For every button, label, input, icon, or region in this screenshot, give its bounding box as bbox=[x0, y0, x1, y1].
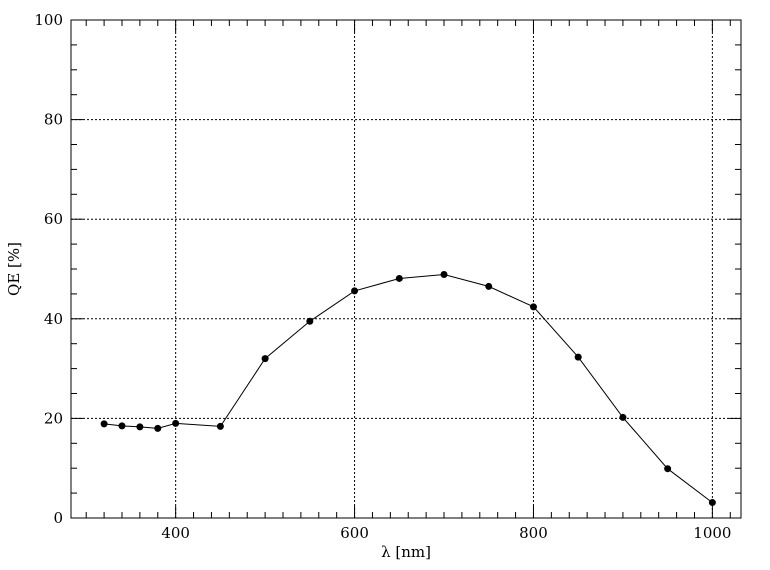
y-tick-label: 20 bbox=[44, 409, 63, 427]
x-tick-label: 1000 bbox=[693, 524, 731, 542]
data-point bbox=[440, 270, 448, 278]
data-point bbox=[118, 422, 126, 430]
y-tick-label: 100 bbox=[34, 11, 63, 29]
data-point bbox=[306, 317, 314, 325]
data-point bbox=[664, 465, 672, 473]
x-tick-label: 600 bbox=[340, 524, 369, 542]
data-point bbox=[529, 303, 537, 311]
data-point bbox=[395, 274, 403, 282]
data-point bbox=[100, 420, 108, 428]
data-point bbox=[351, 287, 359, 295]
y-tick-label: 60 bbox=[44, 210, 63, 228]
data-point bbox=[154, 424, 162, 432]
x-tick-label: 800 bbox=[519, 524, 548, 542]
data-point bbox=[485, 282, 493, 290]
data-point bbox=[261, 355, 269, 363]
series-line bbox=[104, 273, 713, 503]
y-axis-label: QE [%] bbox=[5, 242, 23, 296]
plot-frame bbox=[70, 19, 742, 519]
data-series bbox=[100, 270, 716, 507]
tick-labels: 400 600 800 1000 0 20 40 60 80 100 bbox=[34, 11, 731, 542]
axis-ticks bbox=[71, 19, 741, 519]
data-point bbox=[619, 413, 627, 421]
y-tick-label: 0 bbox=[53, 509, 63, 527]
y-tick-label: 80 bbox=[44, 111, 63, 129]
x-tick-label: 400 bbox=[161, 524, 190, 542]
grid bbox=[71, 20, 741, 518]
data-point bbox=[172, 419, 180, 427]
y-tick-label: 40 bbox=[44, 310, 63, 328]
x-axis-label: λ [nm] bbox=[381, 543, 431, 561]
data-point bbox=[136, 423, 144, 431]
data-point bbox=[574, 353, 582, 361]
data-point bbox=[216, 422, 224, 430]
data-point bbox=[708, 499, 716, 507]
